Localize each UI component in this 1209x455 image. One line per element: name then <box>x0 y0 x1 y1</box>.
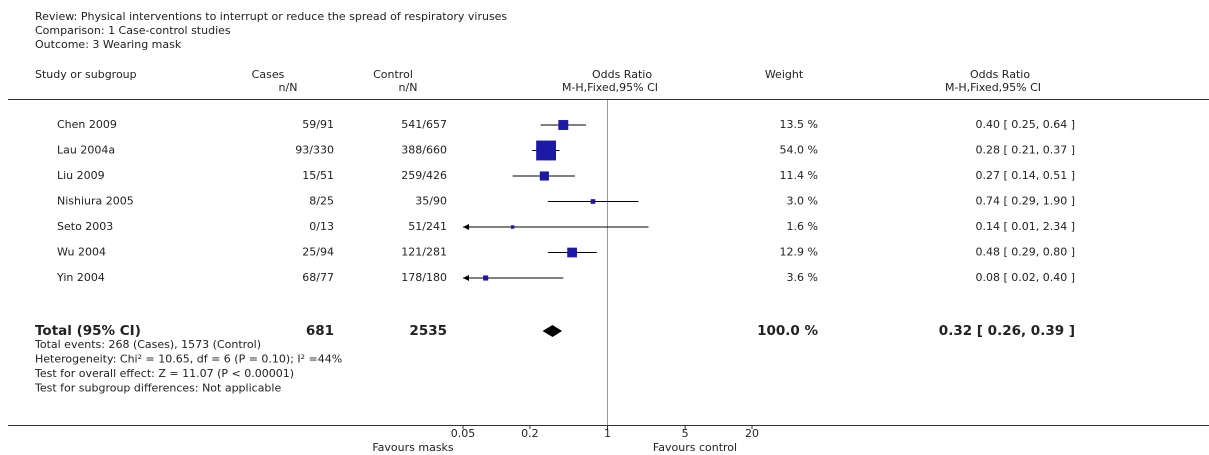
header: Control <box>373 68 413 81</box>
cases: 8/25 <box>309 195 334 208</box>
point-estimate <box>536 140 557 161</box>
weight: 12.9 % <box>780 246 818 259</box>
weight: 11.4 % <box>780 169 818 182</box>
point-estimate <box>558 120 569 130</box>
cases: 0/13 <box>309 220 334 233</box>
favours-right: Favours control <box>653 441 737 454</box>
header: Odds Ratio <box>970 68 1030 81</box>
x-tick-label: 0.2 <box>521 427 539 440</box>
x-tick-label: 0.05 <box>451 427 476 440</box>
control: 259/426 <box>401 169 447 182</box>
total-cases: 681 <box>306 323 334 339</box>
control: 51/241 <box>408 220 447 233</box>
note: Heterogeneity: Chi² = 10.65, df = 6 (P =… <box>35 353 342 366</box>
diamond <box>542 325 563 337</box>
cases: 93/330 <box>295 144 334 157</box>
weight: 54.0 % <box>780 144 818 157</box>
study-name: Chen 2009 <box>57 118 117 131</box>
weight: 1.6 % <box>787 220 818 233</box>
total-weight: 100.0 % <box>757 323 818 339</box>
header: Weight <box>765 68 804 81</box>
header: n/N <box>279 81 298 94</box>
header: M-H,Fixed,95% CI <box>562 81 658 94</box>
point-estimate <box>590 199 596 204</box>
study-name: Wu 2004 <box>57 246 106 259</box>
weight: 3.0 % <box>787 195 818 208</box>
control: 388/660 <box>401 144 447 157</box>
header: Odds Ratio <box>592 68 652 81</box>
study-name: Yin 2004 <box>56 271 105 284</box>
note: Test for subgroup differences: Not appli… <box>34 382 281 395</box>
total-ci-label: 0.32 [ 0.26, 0.39 ] <box>939 323 1075 339</box>
weight: 13.5 % <box>780 118 818 131</box>
outcome: Outcome: 3 Wearing mask <box>35 38 182 51</box>
study-name: Nishiura 2005 <box>57 195 134 208</box>
ci-label: 0.74 [ 0.29, 1.90 ] <box>975 195 1075 208</box>
point-estimate <box>539 171 549 181</box>
header: M-H,Fixed,95% CI <box>945 81 1041 94</box>
ci-label: 0.08 [ 0.02, 0.40 ] <box>975 271 1075 284</box>
ci-label: 0.27 [ 0.14, 0.51 ] <box>975 169 1075 182</box>
arrow <box>463 275 469 281</box>
cases: 59/91 <box>302 118 334 131</box>
control: 178/180 <box>401 271 447 284</box>
ci-label: 0.14 [ 0.01, 2.34 ] <box>975 220 1075 233</box>
arrow <box>463 224 469 230</box>
favours-left: Favours masks <box>372 441 454 454</box>
ci-label: 0.48 [ 0.29, 0.80 ] <box>975 246 1075 259</box>
header: n/N <box>399 81 418 94</box>
header: Cases <box>252 68 285 81</box>
cases: 68/77 <box>302 271 334 284</box>
study-name: Seto 2003 <box>57 220 113 233</box>
study-name: Liu 2009 <box>57 169 105 182</box>
total-control: 2535 <box>409 323 447 339</box>
ci-label: 0.40 [ 0.25, 0.64 ] <box>975 118 1075 131</box>
control: 541/657 <box>401 118 447 131</box>
x-tick-label: 20 <box>745 427 759 440</box>
x-tick-label: 1 <box>604 427 611 440</box>
review: Review: Physical interventions to interr… <box>35 10 507 23</box>
ci-label: 0.28 [ 0.21, 0.37 ] <box>975 144 1075 157</box>
x-tick-label: 5 <box>682 427 689 440</box>
comparison: Comparison: 1 Case-control studies <box>35 24 231 37</box>
cases: 15/51 <box>302 169 334 182</box>
point-estimate <box>567 247 577 258</box>
point-estimate <box>483 275 489 281</box>
point-estimate <box>510 225 515 229</box>
control: 121/281 <box>401 246 447 259</box>
total-name: Total (95% CI) <box>35 323 141 339</box>
note: Total events: 268 (Cases), 1573 (Control… <box>34 338 261 351</box>
header: Study or subgroup <box>35 68 137 81</box>
cases: 25/94 <box>302 246 334 259</box>
control: 35/90 <box>415 195 447 208</box>
note: Test for overall effect: Z = 11.07 (P < … <box>34 367 294 380</box>
study-name: Lau 2004a <box>57 144 115 157</box>
weight: 3.6 % <box>787 271 818 284</box>
